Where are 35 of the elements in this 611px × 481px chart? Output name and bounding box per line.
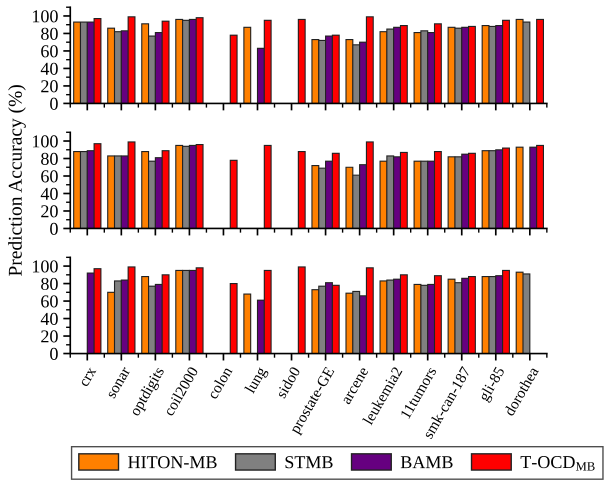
y-tick-label: 100 <box>32 260 58 273</box>
y-tick-label: 20 <box>41 80 58 92</box>
legend-label: BAMB <box>400 456 453 468</box>
y-tick-label: 20 <box>41 205 58 218</box>
y-tick-label: 80 <box>41 152 58 165</box>
bar <box>230 283 238 354</box>
y-tick-label: 0 <box>50 98 58 110</box>
y-tick-label: 100 <box>32 135 58 148</box>
y-tick-label: 40 <box>40 62 58 75</box>
y-tick-label: 20 <box>41 330 58 342</box>
bar <box>243 294 252 354</box>
legend-label: STMB <box>286 456 333 468</box>
y-tick-label: 100 <box>32 10 58 22</box>
y-tick-label: 60 <box>41 45 58 58</box>
y-tick-label: 40 <box>40 188 58 200</box>
bar <box>264 144 272 228</box>
y-tick-label: 0 <box>50 222 58 235</box>
bar <box>516 146 524 228</box>
bar <box>298 150 306 228</box>
y-tick-label: 0 <box>50 348 58 360</box>
bar <box>230 160 238 228</box>
x-tick-label: crx <box>80 367 97 388</box>
bar <box>243 26 252 104</box>
y-tick-label: 60 <box>41 295 58 308</box>
y-tick-label: 80 <box>41 28 58 40</box>
y-tick-label: 40 <box>40 312 58 325</box>
bar <box>536 18 544 104</box>
y-axis-title: Prediction Accuracy (%) <box>8 85 26 276</box>
y-tick-label: 60 <box>41 170 58 182</box>
bar <box>230 34 238 104</box>
y-tick-label: 80 <box>41 278 58 290</box>
bar <box>298 18 306 104</box>
legend-label: T-OCD$_{MB}$ <box>520 456 595 471</box>
bar <box>298 266 306 354</box>
legend-label: HITON-MB <box>128 456 217 468</box>
